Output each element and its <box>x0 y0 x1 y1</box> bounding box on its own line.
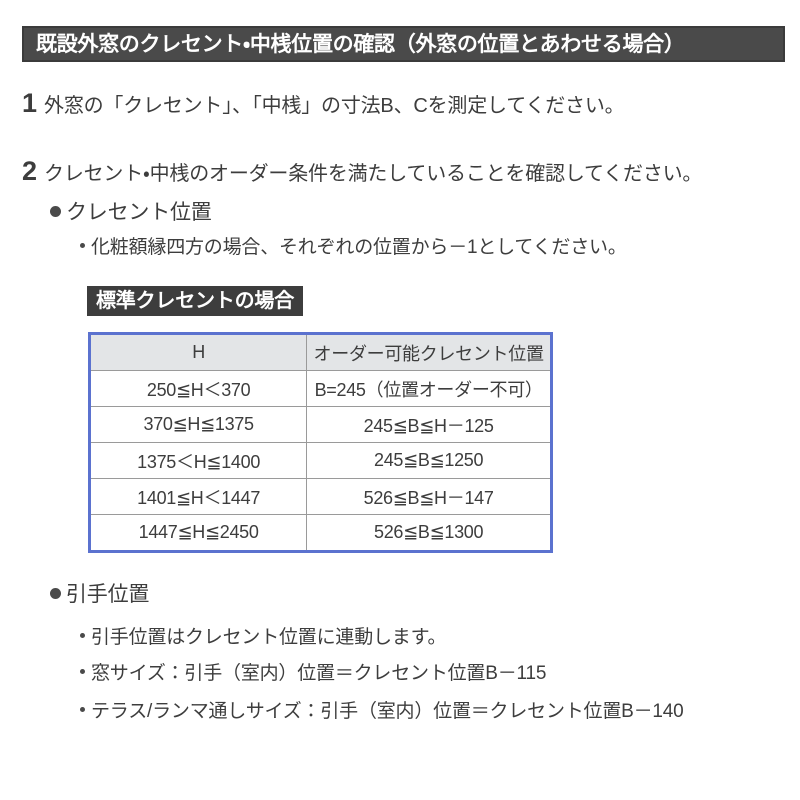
cell-h-range: 1401≦H＜1447 <box>91 478 308 515</box>
small-dot-bullet-icon <box>80 633 85 638</box>
cell-b-range: 526≦B≦H－147 <box>306 478 550 515</box>
section-heading-crescent-position-label: クレセント位置 <box>66 201 212 224</box>
section-heading-hikite-position: 引手位置 <box>50 578 149 608</box>
crescent-note-1: 化粧額縁四方の場合、それぞれの位置から－1としてください。 <box>80 232 627 259</box>
hikite-note-3-text: テラス/ランマ通しサイズ：引手（室内）位置＝クレセント位置B－140 <box>91 701 684 722</box>
spec-table-container: H オーダー可能クレセント位置 250≦H＜370 B=245（位置オーダー不可… <box>88 332 553 553</box>
step-2: 2 クレセント・中桟のオーダー条件を満たしていることを確認してください。 <box>22 158 702 185</box>
hikite-note-1-text: 引手位置はクレセント位置に連動します。 <box>91 627 447 648</box>
step-1: 1 外窓の「クレセント」、「中桟」の寸法B、Cを測定してください。 <box>22 88 625 118</box>
table-row: 250≦H＜370 B=245（位置オーダー不可） <box>91 370 550 407</box>
step-2-number: 2 <box>22 156 38 186</box>
table-row: 370≦H≦1375 245≦B≦H－125 <box>91 406 550 443</box>
title-banner: 既設外窓のクレセント・中桟位置の確認（外窓の位置とあわせる場合） <box>22 26 785 62</box>
small-dot-bullet-icon <box>80 707 85 712</box>
hikite-note-3: テラス/ランマ通しサイズ：引手（室内）位置＝クレセント位置B－140 <box>80 696 684 723</box>
filled-circle-bullet-icon <box>50 205 61 217</box>
hikite-note-2: 窓サイズ：引手（室内）位置＝クレセント位置B－115 <box>80 658 546 685</box>
step-2-text: クレセント・中桟のオーダー条件を満たしていることを確認してください。 <box>44 163 703 185</box>
hikite-note-2-text: 窓サイズ：引手（室内）位置＝クレセント位置B－115 <box>91 663 547 684</box>
table-row: 1447≦H≦2450 526≦B≦1300 <box>91 514 550 550</box>
cell-h-range: 250≦H＜370 <box>91 370 308 407</box>
cell-b-range: 526≦B≦1300 <box>306 514 550 550</box>
hikite-note-1: 引手位置はクレセント位置に連動します。 <box>80 622 447 649</box>
step-1-number: 1 <box>22 88 38 118</box>
page-title: 既設外窓のクレセント・中桟位置の確認（外窓の位置とあわせる場合） <box>36 32 685 56</box>
column-header-h: H <box>91 335 308 371</box>
spec-table-body: 250≦H＜370 B=245（位置オーダー不可） 370≦H≦1375 245… <box>91 370 550 550</box>
small-dot-bullet-icon <box>80 243 85 248</box>
spec-table: H オーダー可能クレセント位置 250≦H＜370 B=245（位置オーダー不可… <box>91 335 550 550</box>
cell-h-range: 370≦H≦1375 <box>91 406 308 443</box>
column-header-orderable-crescent-position: オーダー可能クレセント位置 <box>306 335 550 371</box>
cell-b-range: 245≦B≦H－125 <box>306 406 550 443</box>
table-header-row: H オーダー可能クレセント位置 <box>91 335 550 371</box>
step-1-text: 外窓の「クレセント」、「中桟」の寸法B、Cを測定してください。 <box>44 95 625 117</box>
cell-b-range: 245≦B≦1250 <box>306 442 550 479</box>
table-row: 1375＜H≦1400 245≦B≦1250 <box>91 442 550 479</box>
cell-b-range: B=245（位置オーダー不可） <box>306 370 550 407</box>
section-heading-hikite-position-label: 引手位置 <box>66 583 150 606</box>
cell-h-range: 1447≦H≦2450 <box>91 514 308 550</box>
spec-table-caption: 標準クレセントの場合 <box>87 286 303 316</box>
table-row: 1401≦H＜1447 526≦B≦H－147 <box>91 478 550 515</box>
filled-circle-bullet-icon <box>50 587 61 599</box>
spec-table-head: H オーダー可能クレセント位置 <box>91 335 550 371</box>
crescent-note-1-text: 化粧額縁四方の場合、それぞれの位置から－1としてください。 <box>91 237 627 258</box>
section-heading-crescent-position: クレセント位置 <box>50 196 212 226</box>
small-dot-bullet-icon <box>80 669 85 674</box>
spec-table-caption-label: 標準クレセントの場合 <box>96 290 294 312</box>
cell-h-range: 1375＜H≦1400 <box>91 442 308 479</box>
